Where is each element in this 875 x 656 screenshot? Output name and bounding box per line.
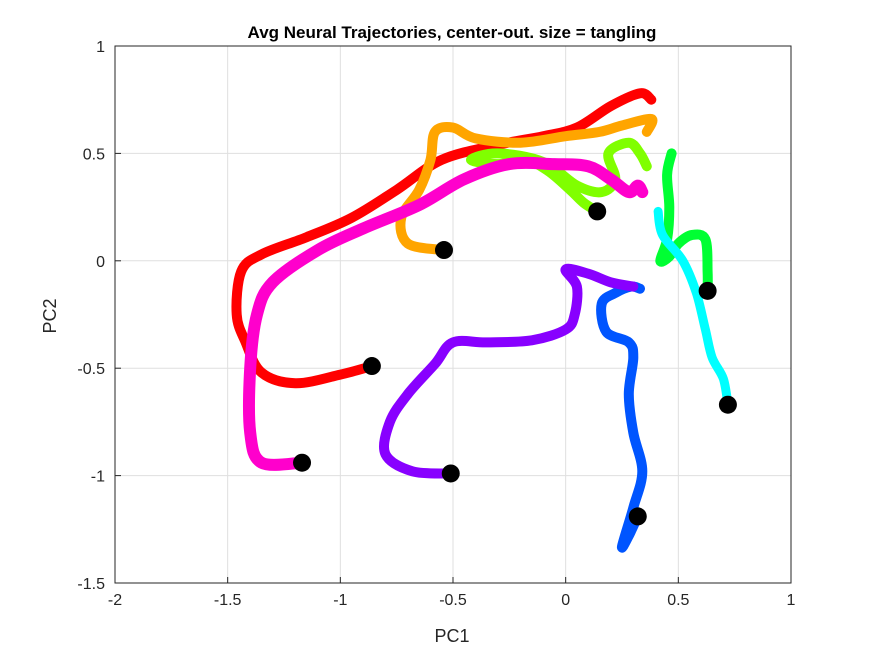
trajectory-line-6: [378, 263, 639, 479]
trajectory-series: [231, 88, 733, 553]
trajectory-line-4: [653, 206, 733, 410]
trajectory-line-2: [466, 137, 652, 217]
x-tick-label: 0: [561, 592, 570, 609]
end-markers: [293, 202, 737, 526]
y-tick-label: 0: [96, 254, 105, 271]
end-marker-1: [434, 241, 453, 260]
trajectory-line-5: [596, 281, 648, 553]
x-tick-label: -2: [108, 592, 122, 609]
end-marker-6: [441, 464, 460, 483]
y-tick-label: 0.5: [83, 146, 105, 163]
trajectory-line-7: [243, 156, 649, 471]
y-tick-label: 1: [96, 39, 105, 56]
x-tick-label: -0.5: [439, 592, 467, 609]
y-tick-label: -1.5: [77, 576, 105, 593]
end-marker-3: [698, 281, 717, 300]
x-tick-label: -1: [333, 592, 347, 609]
trajectory-line-0: [231, 88, 657, 389]
end-marker-4: [718, 395, 737, 414]
chart-title: Avg Neural Trajectories, center-out. siz…: [248, 23, 657, 42]
axis-ticks: -2 -1.5 -1 -0.5 0 0.5 1-1.5-1-0.500.51: [77, 39, 795, 609]
x-axis-label: PC1: [434, 626, 469, 646]
x-tick-label: 1: [787, 592, 796, 609]
x-tick-label: -1.5: [214, 592, 242, 609]
end-marker-5: [628, 507, 647, 526]
end-marker-2: [588, 202, 607, 221]
end-marker-0: [362, 357, 381, 376]
y-axis-label: PC2: [40, 298, 60, 333]
x-tick-label: 0.5: [667, 592, 689, 609]
trajectory-line-3: [655, 148, 713, 296]
y-tick-label: -1: [91, 469, 105, 486]
end-marker-7: [293, 453, 312, 472]
y-tick-label: -0.5: [77, 361, 105, 378]
